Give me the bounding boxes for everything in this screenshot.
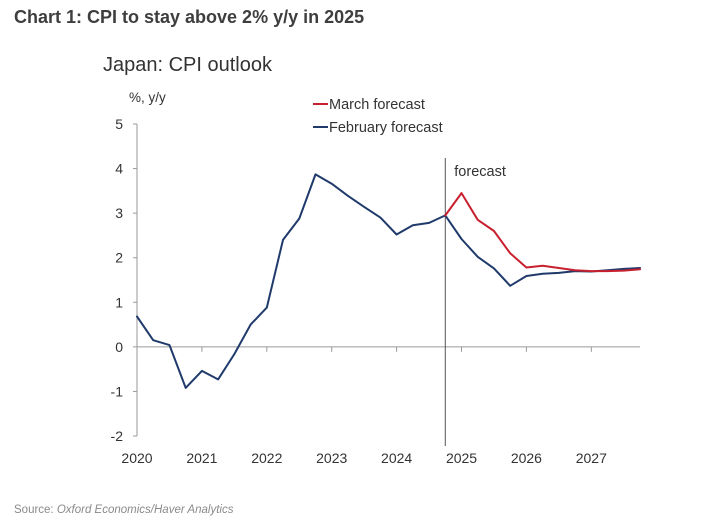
forecast-label: forecast (454, 164, 506, 180)
y-tick-label: -2 (111, 428, 124, 444)
y-tick-label: -1 (111, 383, 124, 399)
y-tick-label: 2 (115, 250, 123, 266)
source-note: Source: Oxford Economics/Haver Analytics (14, 504, 233, 516)
x-tick-label: 2024 (381, 450, 412, 466)
x-tick-label: 2020 (121, 450, 152, 466)
y-axis: -2 -1 0 1 2 3 4 5 (111, 116, 138, 444)
series-lines (136, 173, 641, 389)
y-tick-label: 0 (115, 339, 123, 355)
x-tick-label: 2026 (511, 450, 542, 466)
chart-title: Japan: CPI outlook (103, 54, 273, 76)
forecast-divider: forecast (444, 158, 506, 446)
legend-label: March forecast (329, 97, 425, 113)
y-tick-label: 3 (115, 205, 123, 221)
source-text: Oxford Economics/Haver Analytics (56, 504, 234, 516)
legend: March forecast February forecast (313, 97, 443, 136)
y-tick-label: 5 (115, 116, 123, 132)
x-tick-label: 2021 (186, 450, 217, 466)
y-tick-label: 4 (115, 161, 123, 177)
x-tick-label: 2025 (446, 450, 477, 466)
y-axis-label: %, y/y (129, 90, 166, 105)
x-tick-label: 2027 (576, 450, 607, 466)
x-tick-label: 2023 (316, 450, 347, 466)
series-line-march-forecast (444, 192, 641, 273)
legend-label: February forecast (329, 120, 443, 136)
y-tick-label: 1 (115, 294, 123, 310)
x-tick-label: 2022 (251, 450, 282, 466)
series-line-february-forecast (136, 173, 641, 389)
x-axis: 2020 2021 2022 2023 2024 2025 2026 2027 (121, 346, 640, 466)
line-chart: Japan: CPI outlook %, y/y March forecast… (103, 54, 641, 466)
source-label: Source: (14, 504, 54, 516)
page-header: Chart 1: CPI to stay above 2% y/y in 202… (14, 7, 365, 27)
